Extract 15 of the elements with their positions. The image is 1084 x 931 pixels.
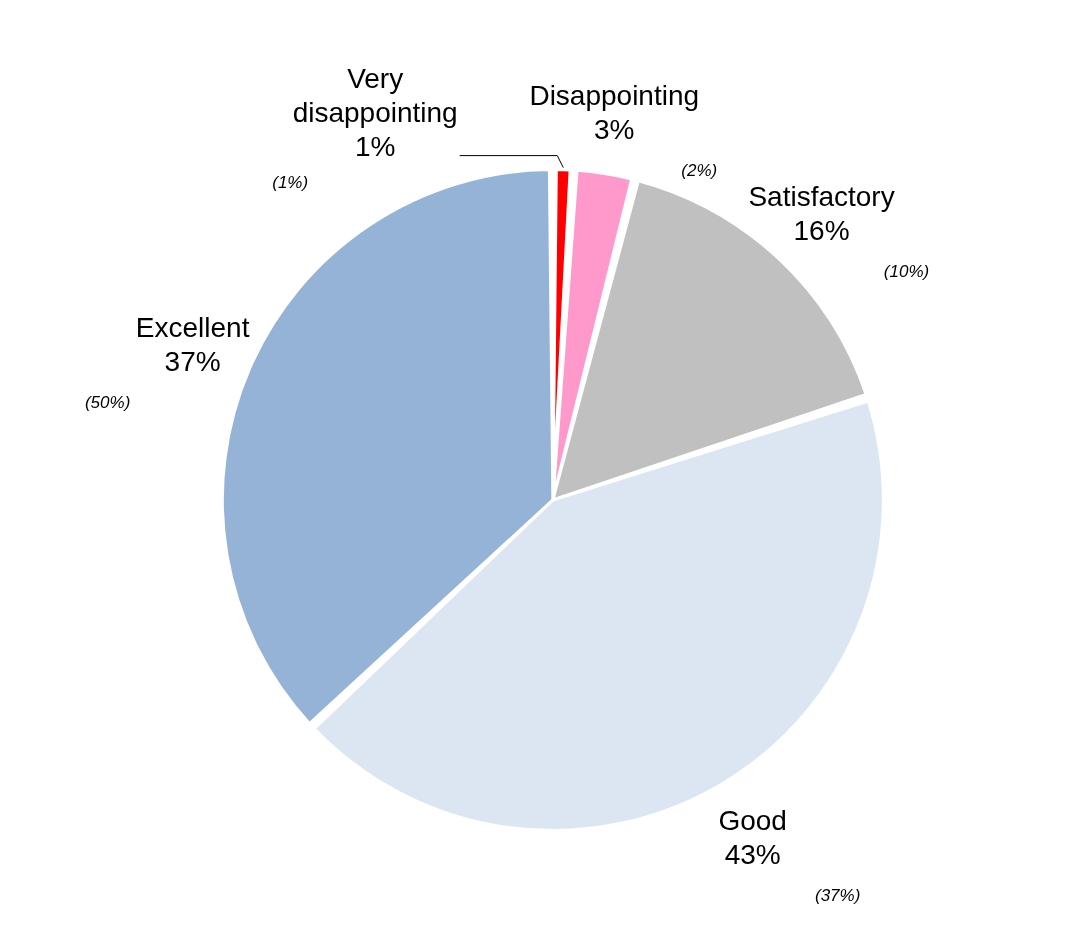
text: (1%) xyxy=(272,173,309,193)
slice-label: Disappointing xyxy=(529,79,700,111)
text: (10%) xyxy=(883,262,930,282)
data-label: 3% xyxy=(594,113,635,145)
slice-label: Good xyxy=(718,805,787,837)
data-label: 43% xyxy=(724,839,781,871)
text: (37%) xyxy=(814,886,861,906)
slice-label: Satisfactory xyxy=(748,181,895,213)
slice-label: Very disappointing xyxy=(292,63,458,129)
slice-label: Excellent xyxy=(135,311,250,343)
text: (2%) xyxy=(681,160,718,180)
text: (50%) xyxy=(84,392,131,412)
data-label: 1% xyxy=(354,131,396,163)
data-label: 37% xyxy=(164,345,221,377)
data-label: 16% xyxy=(793,215,850,247)
